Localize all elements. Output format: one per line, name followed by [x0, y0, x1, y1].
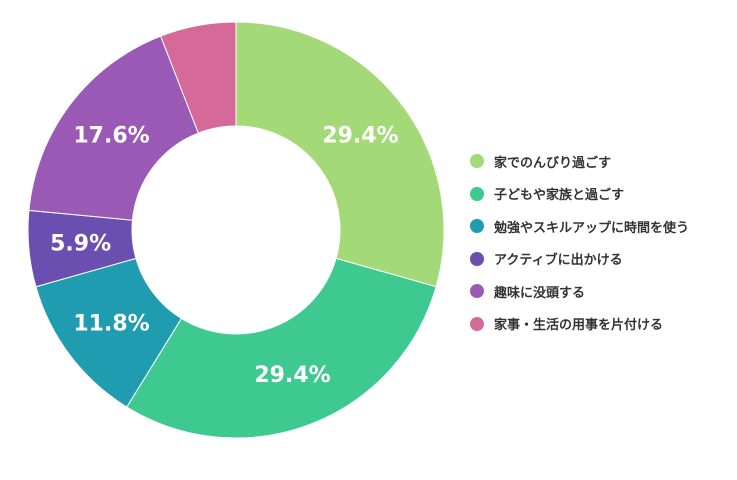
legend-label: 趣味に没頭する: [494, 285, 586, 301]
slice-label-4: 5.9%: [50, 232, 111, 257]
legend-label: 家でのんびり過ごす: [494, 155, 612, 171]
slice-label-3: 11.8%: [73, 312, 149, 337]
legend-swatch: [470, 251, 484, 266]
legend-item-2: 子どもや家族と過ごす: [470, 183, 689, 205]
donut-slice-1: [235, 21, 445, 288]
donut-slice-5: [28, 35, 199, 221]
slice-label-5: 17.6%: [73, 123, 149, 148]
legend-swatch: [470, 186, 484, 201]
legend-swatch: [470, 284, 484, 298]
legend-swatch: [470, 219, 484, 233]
donut-slice-6: [159, 21, 237, 134]
legend-label: 勉強やスキルアップに時間を使う: [494, 220, 690, 236]
legend-label: アクティブに出かける: [494, 253, 623, 268]
chart-legend: 家でのんびり過ごす 子どもや家族と過ごす勉強やスキルアップに時間を使う アクティブに…: [470, 150, 689, 345]
legend-swatch: [470, 316, 484, 331]
donut-slices: [27, 21, 445, 439]
legend-label: 家事・生活の用事を片付ける: [494, 318, 664, 333]
slice-label-2: 29.4%: [254, 363, 330, 388]
legend-item-1: 家でのんびり過ごす: [470, 150, 689, 172]
legend-item-5: 趣味に没頭する: [470, 280, 689, 302]
legend-item-3: 勉強やスキルアップに時間を使う: [470, 215, 689, 237]
legend-label: 子どもや家族と過ごす: [494, 188, 625, 203]
legend-item-4: アクティブに出かける: [470, 248, 689, 270]
donut-slice-2: [126, 257, 437, 439]
legend-item-6: 家事・生活の用事を片付ける: [470, 313, 689, 335]
donut-labels: 29.4% 29.4% 11.8% 5.9% 17.6%: [50, 123, 398, 387]
slice-label-1: 29.4%: [322, 123, 398, 148]
legend-swatch: [470, 154, 484, 168]
